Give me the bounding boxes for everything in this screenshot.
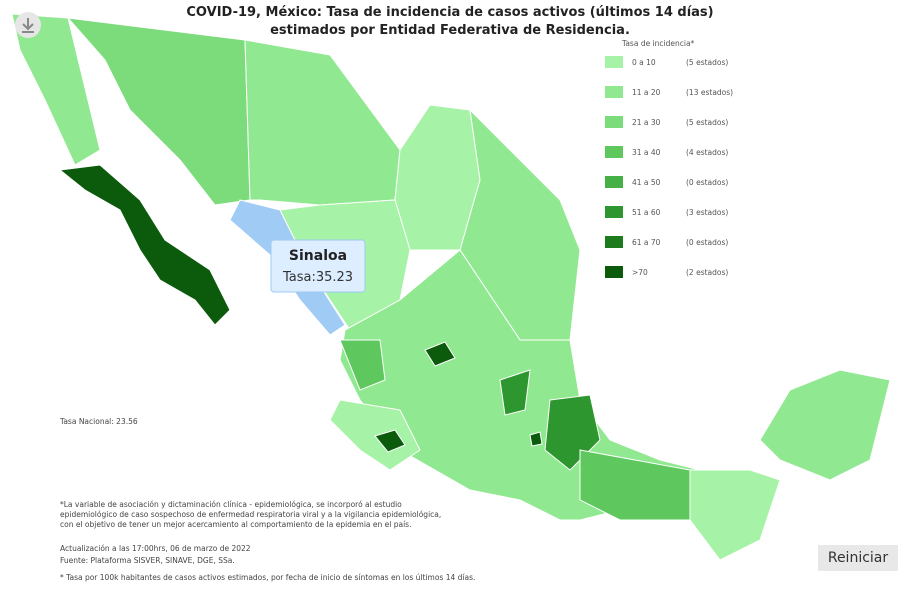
legend-count: (5 estados): [686, 118, 728, 127]
legend-range: 11 a 20: [632, 88, 661, 97]
legend-range: 41 a 50: [632, 178, 661, 187]
national-rate: Tasa Nacional: 23.56: [59, 417, 138, 426]
title: COVID-19, México: Tasa de incidencia de …: [186, 5, 713, 20]
legend-title: Tasa de incidencia*: [621, 39, 695, 48]
legend-range: 0 a 10: [632, 58, 656, 67]
legend-range: >70: [632, 268, 648, 277]
state: [529, 431, 543, 447]
note: epidemiológico de caso sospechoso de enf…: [60, 510, 441, 519]
legend-swatch: [605, 116, 623, 128]
legend-count: (5 estados): [686, 58, 728, 67]
state: [58, 164, 231, 326]
legend-range: 21 a 30: [632, 118, 661, 127]
state: [424, 341, 456, 367]
tooltip-box: [270, 239, 366, 293]
legend: 0 a 10 (5 estados) 11 a 20 (13 estados) 21 a…: [605, 56, 733, 278]
legend-swatch: [605, 236, 623, 248]
reset-button[interactable]: [818, 545, 898, 571]
map: [11, 13, 891, 561]
state: [579, 449, 691, 521]
legend-swatch: [605, 86, 623, 98]
tooltip-name: Sinaloa: [289, 248, 347, 264]
legend-range: 31 a 40: [632, 148, 661, 157]
state: [339, 339, 386, 391]
legend-swatch: [605, 56, 623, 68]
legend-range: 61 a 70: [632, 238, 661, 247]
legend-swatch: [605, 146, 623, 158]
note: *La variable de asociación y dictaminaci…: [60, 500, 402, 509]
legend-count: (4 estados): [686, 148, 728, 157]
update: Actualización a las 17:00hrs, 06 de marz…: [60, 544, 251, 553]
legend-count: (0 estados): [686, 238, 728, 247]
legend-range: 51 a 60: [632, 208, 661, 217]
footnote: * Tasa por 100k habitantes de casos acti…: [60, 573, 475, 582]
legend-count: (3 estados): [686, 208, 728, 217]
legend-swatch: [605, 266, 623, 278]
state: [499, 369, 531, 416]
state: [374, 429, 406, 453]
legend-count: (0 estados): [686, 178, 728, 187]
title: estimados por Entidad Federativa de Resi…: [270, 23, 630, 38]
note: con el objetivo de tener un mejor acerca…: [60, 520, 411, 529]
legend-count: (13 estados): [686, 88, 733, 97]
legend-swatch: [605, 206, 623, 218]
tooltip: Sinaloa Tasa:35.23: [270, 239, 366, 293]
download-icon: [22, 18, 34, 33]
state: [689, 469, 781, 561]
tooltip-value: Tasa:35.23: [282, 270, 353, 285]
source: Fuente: Plataforma SISVER, SINAVE, DGE, …: [60, 556, 235, 565]
state: [759, 369, 891, 481]
state: [329, 399, 421, 471]
legend-count: (2 estados): [686, 268, 728, 277]
legend-swatch: [605, 176, 623, 188]
reset-label[interactable]: Reiniciar: [828, 550, 889, 566]
